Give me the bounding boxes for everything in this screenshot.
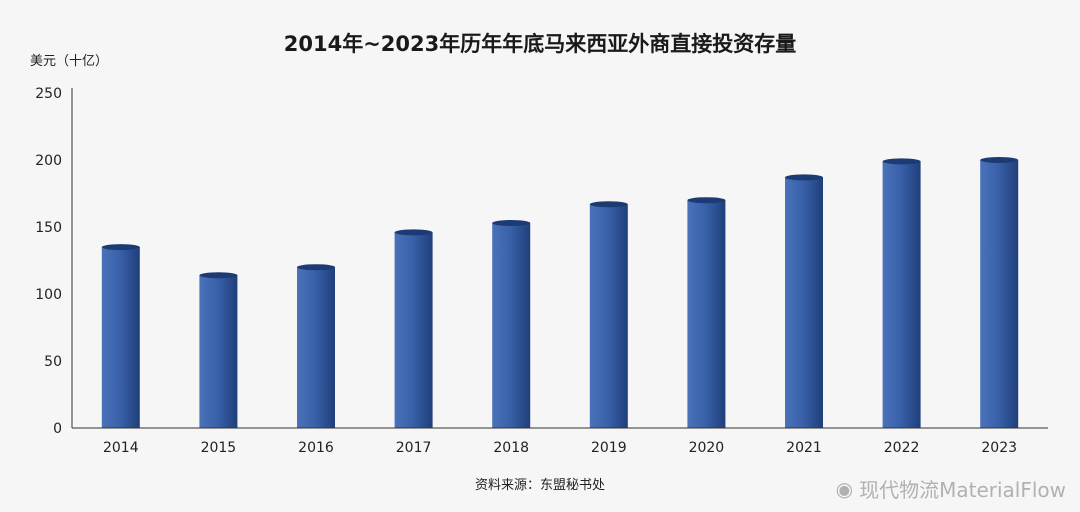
bar-2018 <box>492 219 531 428</box>
bar-body <box>882 161 921 428</box>
bar-body <box>394 232 433 428</box>
watermark: ◉ 现代物流MaterialFlow <box>836 474 1066 503</box>
bar-cap <box>687 197 726 204</box>
bar-2023 <box>980 157 1019 428</box>
bar-cap <box>882 158 921 165</box>
bar-2020 <box>687 197 726 428</box>
chart-title: 2014年~2023年历年年底马来西亚外商直接投资存量 <box>283 32 797 56</box>
bar-2015 <box>199 272 238 428</box>
y-tick-label: 0 <box>53 421 62 437</box>
bar-2021 <box>785 174 823 428</box>
y-tick-label: 100 <box>35 287 62 303</box>
bar-body <box>687 200 726 428</box>
x-tick-label: 2019 <box>591 440 627 456</box>
y-axis-label: 美元（十亿） <box>30 54 109 69</box>
x-tick-label: 2017 <box>396 440 432 456</box>
y-tick-label: 250 <box>35 86 62 102</box>
x-tick-label: 2022 <box>884 440 920 456</box>
watermark-text: 现代物流MaterialFlow <box>859 478 1066 502</box>
x-tick-label: 2015 <box>201 440 237 456</box>
x-tick-label: 2018 <box>493 440 529 456</box>
bar-2014 <box>101 244 140 428</box>
bar-body <box>980 160 1019 428</box>
bar-body <box>101 247 140 428</box>
bar-body <box>297 267 335 428</box>
bar-body <box>589 204 628 428</box>
bar-cap <box>980 157 1019 163</box>
x-tick-label: 2023 <box>981 440 1017 456</box>
bar-body <box>199 275 238 428</box>
bar-2017 <box>394 229 433 428</box>
weibo-icon: ◉ <box>835 476 854 501</box>
bar-cap <box>297 264 335 271</box>
bar-cap <box>199 272 238 279</box>
source-note: 资料来源：东盟秘书处 <box>474 478 605 493</box>
bar-cap <box>589 201 628 208</box>
bar-2019 <box>589 201 628 428</box>
bar-2016 <box>297 264 335 428</box>
bar-2022 <box>882 158 921 428</box>
bar-cap <box>101 244 140 251</box>
bar-body <box>492 222 531 428</box>
bar-cap <box>394 229 433 236</box>
x-tick-label: 2016 <box>298 440 334 456</box>
x-tick-label: 2021 <box>786 440 822 456</box>
bar-body <box>785 177 823 428</box>
bar-cap <box>785 174 823 181</box>
y-tick-label: 50 <box>44 354 62 370</box>
x-tick-label: 2014 <box>103 440 139 456</box>
y-tick-label: 150 <box>35 220 62 236</box>
bar-cap <box>492 219 531 226</box>
y-tick-label: 200 <box>35 153 62 169</box>
x-tick-label: 2020 <box>689 440 725 456</box>
